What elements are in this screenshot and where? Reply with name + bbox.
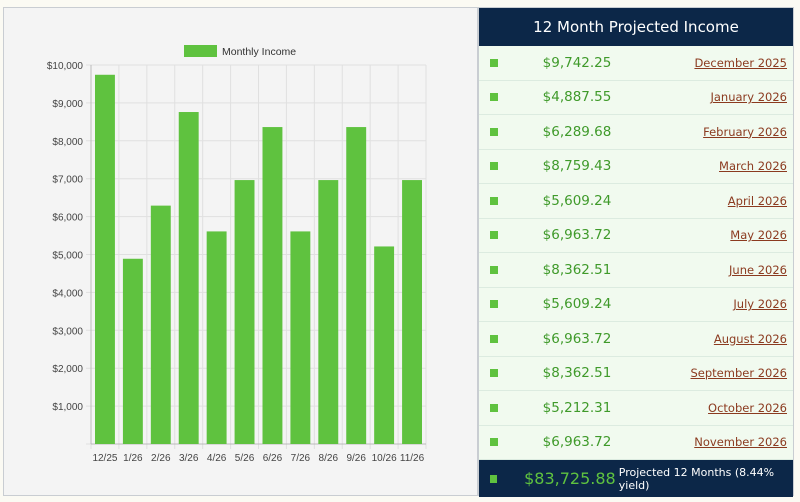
legend-label[interactable]: Monthly Income — [222, 46, 296, 58]
row-amount: $5,609.24 — [542, 192, 612, 209]
green-square-icon — [490, 403, 498, 412]
y-tick-label: $1,000 — [52, 402, 83, 413]
green-square-icon — [490, 369, 498, 378]
table-title: 12 Month Projected Income — [479, 8, 793, 46]
y-tick-label: $8,000 — [52, 137, 83, 148]
y-tick-label: $4,000 — [52, 288, 83, 299]
table-row: $6,963.72 November 2026 — [479, 426, 793, 460]
bar[interactable] — [402, 180, 422, 444]
y-tick-label: $10,000 — [47, 61, 84, 72]
table-row: $8,362.51 September 2026 — [479, 357, 793, 391]
month-link[interactable]: October 2026 — [708, 400, 787, 415]
green-square-icon — [490, 127, 498, 136]
x-tick-label: 4/26 — [207, 453, 227, 464]
x-tick-label: 5/26 — [235, 453, 255, 464]
month-link[interactable]: August 2026 — [713, 331, 787, 346]
y-tick-label: $7,000 — [52, 175, 83, 186]
bar[interactable] — [374, 246, 395, 444]
bar[interactable] — [95, 74, 115, 444]
table-row: $9,742.25 December 2025 — [479, 46, 793, 81]
x-tick-label: 3/26 — [179, 453, 199, 464]
row-amount: $8,759.43 — [542, 158, 612, 175]
month-link[interactable]: June 2026 — [729, 262, 787, 277]
row-amount: $6,963.72 — [542, 434, 612, 451]
row-amount: $9,742.25 — [542, 54, 612, 71]
y-tick-label: $2,000 — [52, 364, 83, 375]
chart-panel: $1,000 $2,000 $3,000 $4,000 $5,000 $6,000 $7,0… — [3, 7, 478, 496]
row-amount: $5,609.24 — [542, 296, 612, 313]
table-row: $5,609.24 July 2026 — [479, 288, 793, 322]
green-square-icon — [490, 58, 498, 67]
x-tick-label: 11/26 — [400, 453, 425, 464]
month-link[interactable]: April 2026 — [727, 193, 787, 208]
month-link[interactable]: December 2025 — [694, 55, 787, 70]
row-amount: $8,362.51 — [542, 365, 612, 382]
bar[interactable] — [150, 205, 171, 444]
total-row: $83,725.88 Projected 12 Months (8.44% yi… — [479, 460, 793, 497]
table-row: $6,289.68 February 2026 — [479, 115, 793, 150]
monthly-income-chart: $1,000 $2,000 $3,000 $4,000 $5,000 $6,000 $7,0… — [47, 45, 427, 464]
table-row: $8,759.43 March 2026 — [479, 150, 793, 184]
green-square-icon — [490, 196, 498, 205]
row-amount: $5,212.31 — [542, 399, 612, 416]
x-tick-label: 2/26 — [151, 453, 171, 464]
row-amount: $8,362.51 — [542, 261, 612, 278]
month-link[interactable]: November 2026 — [694, 435, 787, 450]
x-tick-label: 12/25 — [92, 453, 117, 464]
month-link[interactable]: September 2026 — [690, 366, 788, 381]
x-tick-label: 8/26 — [319, 453, 339, 464]
table-row: $8,362.51 June 2026 — [479, 253, 793, 288]
green-square-icon — [490, 334, 498, 343]
y-tick-label: $9,000 — [52, 99, 83, 110]
month-link[interactable]: July 2026 — [733, 297, 787, 312]
bar[interactable] — [206, 231, 227, 444]
y-tick-label: $3,000 — [52, 326, 83, 337]
month-link[interactable]: March 2026 — [719, 159, 787, 174]
bar[interactable] — [178, 112, 199, 444]
month-link[interactable]: May 2026 — [730, 228, 787, 243]
row-amount: $6,963.72 — [542, 227, 612, 244]
bar[interactable] — [290, 231, 311, 444]
table-row: $4,887.55 January 2026 — [479, 81, 793, 115]
table-row: $5,609.24 April 2026 — [479, 184, 793, 219]
projected-income-table: 12 Month Projected Income $9,742.25 Decem… — [478, 7, 794, 497]
month-link[interactable]: January 2026 — [710, 90, 787, 105]
row-amount: $6,963.72 — [542, 330, 612, 347]
bar[interactable] — [234, 180, 255, 444]
legend-swatch[interactable] — [184, 45, 217, 57]
table-row: $6,963.72 August 2026 — [479, 322, 793, 357]
y-tick-label: $6,000 — [52, 213, 83, 224]
total-label: Projected 12 Months (8.44% yield) — [618, 465, 775, 492]
x-tick-label: 6/26 — [263, 453, 283, 464]
green-square-icon — [490, 93, 498, 102]
month-link[interactable]: February 2026 — [703, 124, 787, 139]
row-amount: $6,289.68 — [542, 123, 612, 140]
bar[interactable] — [262, 127, 283, 445]
green-square-icon — [490, 162, 498, 171]
total-amount: $83,725.88 — [524, 469, 616, 488]
x-tick-label: 9/26 — [346, 453, 366, 464]
x-tick-label: 10/26 — [372, 453, 397, 464]
green-square-icon — [490, 300, 498, 309]
table-row: $6,963.72 May 2026 — [479, 219, 793, 253]
green-square-icon — [490, 265, 498, 274]
x-tick-label: 7/26 — [291, 453, 311, 464]
bar[interactable] — [122, 258, 143, 444]
table-row: $5,212.31 October 2026 — [479, 391, 793, 426]
x-tick-label: 1/26 — [123, 453, 143, 464]
row-amount: $4,887.55 — [542, 89, 612, 106]
bar[interactable] — [318, 180, 339, 444]
green-square-icon — [490, 474, 498, 483]
green-square-icon — [490, 438, 498, 447]
bar[interactable] — [346, 127, 367, 445]
green-square-icon — [490, 231, 498, 240]
y-tick-label: $5,000 — [52, 251, 83, 262]
